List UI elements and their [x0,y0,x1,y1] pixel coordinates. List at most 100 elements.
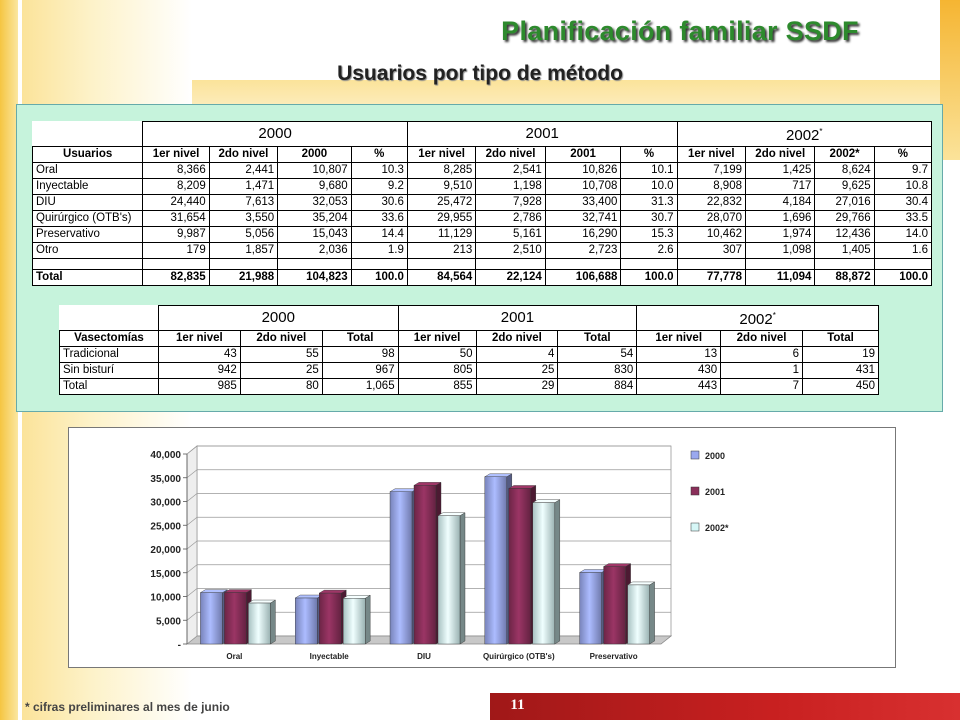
column-header: % [873,146,933,163]
spacer-row [31,258,933,270]
usuarios-table: 2000 2001 2002* Usuarios 1er nivel 2do niv… [31,121,933,286]
table-cell: 8,285 [406,162,477,179]
y-tick-label: 10,000 [150,593,181,604]
table-row: Tradicional 43 55 98 50 4 54 13 6 19 [59,346,879,363]
bar-top [199,589,229,593]
spacer-cell [814,258,875,270]
column-header: Total [557,330,638,347]
column-header: Total [321,330,399,347]
bar-top [437,512,466,516]
bar-2000-3 [484,476,507,645]
column-header: Total [802,330,879,347]
table-cell: 430 [636,362,722,379]
table-row: Otro 179 1,857 2,036 1.9 213 2,510 2,723 2.6 307 1… [31,242,933,259]
table-cell: 985 [157,378,241,395]
table-cell: 2,510 [475,242,546,259]
table-cell: 1.6 [873,242,933,259]
table-cell: 10,807 [277,162,352,179]
bar-top [389,488,418,492]
table-cell: 33,400 [544,194,622,211]
spacer-cell [406,258,477,270]
bar-top [484,473,513,477]
page-title: Planificación familiar SSDF [501,16,859,46]
row-label: Quirúrgico (OTB's) [31,210,144,227]
table-cell: 21,988 [208,269,279,286]
decor-stripe-left [0,0,18,720]
bar-top [247,599,277,604]
table-header-row: Usuarios 1er nivel 2do nivel 2000% 1er nivel… [31,146,933,163]
page-subtitle: Usuarios por tipo de método [337,62,623,85]
column-header: 2000 [277,146,352,163]
table-cell: 15,043 [277,226,352,243]
table-cell: 13 [636,346,722,363]
row-label: Preservativo [31,226,144,243]
bar-2000-2 [389,491,413,645]
table-row: Inyectable 8,209 1,471 9,680 9.2 9,510 1,198 10… [31,178,933,195]
bar-2000-4 [579,572,602,645]
table-cell: 10.3 [350,162,408,179]
column-header: 2001 [544,146,622,163]
table-cell: 1,857 [208,242,279,259]
table-cell: 4 [475,346,559,363]
spacer-cell [676,258,747,270]
legend-swatch [690,486,700,496]
year-header-2000: 2000 [142,121,408,147]
vasectomias-table: 2000 2001 2002* Vasectomías 1er nivel 2do … [59,305,879,395]
column-header: 1er nivel [636,330,722,347]
table-cell: 213 [406,242,477,259]
bar-side [649,581,655,645]
table-cell: 88,872 [814,269,875,286]
column-header: 2do nivel [239,330,323,347]
column-header-label: Vasectomías [59,330,159,347]
x-tick-label: Inyectable [310,652,350,661]
x-tick-label: Quirúrgico (OTB's) [483,652,555,661]
table-cell: 19 [802,346,879,363]
column-header: 1er nivel [676,146,747,163]
table-cell: 2.6 [620,242,678,259]
table-cell: 9.2 [350,178,408,195]
column-header: 2002* [814,146,875,163]
table-cell: 8,366 [142,162,210,179]
row-label: Otro [31,242,144,259]
y-tick-label: 30,000 [150,498,181,509]
column-header: 1er nivel [157,330,241,347]
gridline-side [186,588,198,597]
table-cell: 805 [397,362,477,379]
page-number: 11 [510,697,525,713]
gridline-side [186,493,198,502]
table-cell: 7,199 [676,162,747,179]
bar-chart: - 5,000 10,000 15,000 20,000 25,000 30,000 35,0… [150,445,729,661]
table-cell: 25 [475,362,559,379]
legend-label: 2001 [705,487,725,497]
column-header: % [620,146,678,163]
column-header-label: Usuarios [31,146,144,163]
bar-2000-1 [294,597,318,645]
table-cell: 2,036 [277,242,352,259]
table-cell: 15.3 [620,226,678,243]
bar-top [223,589,253,593]
table-cell: 98 [321,346,399,363]
table-cell: 8,624 [814,162,875,179]
table-cell: 9,987 [142,226,210,243]
row-label: Total [59,378,159,395]
year-header-2002: 2002* [676,121,933,147]
legend-swatch [690,450,700,460]
bar-top [532,499,561,503]
table-cell: 33.6 [350,210,408,227]
y-tick-label: 35,000 [150,474,181,485]
row-label: DIU [31,194,144,211]
spacer-cell [544,258,622,270]
bar-top [602,563,632,567]
decor-stripe-right [940,0,960,160]
table-cell: 8,209 [142,178,210,195]
table-cell: 10,708 [544,178,622,195]
vasectomias-body: Tradicional 43 55 98 50 4 54 13 6 19 Sin bisturí 94… [59,346,879,395]
year-header-2001: 2001 [406,121,678,147]
table-cell: 29,955 [406,210,477,227]
vas-year-header-2001: 2001 [397,305,638,331]
column-header: 1er nivel [142,146,210,163]
table-cell: 27,016 [814,194,875,211]
spacer-cell [350,258,408,270]
usuarios-body: Oral 8,366 2,441 10,807 10.3 8,285 2,541 10,826… [31,162,933,286]
spacer-cell [31,258,144,270]
